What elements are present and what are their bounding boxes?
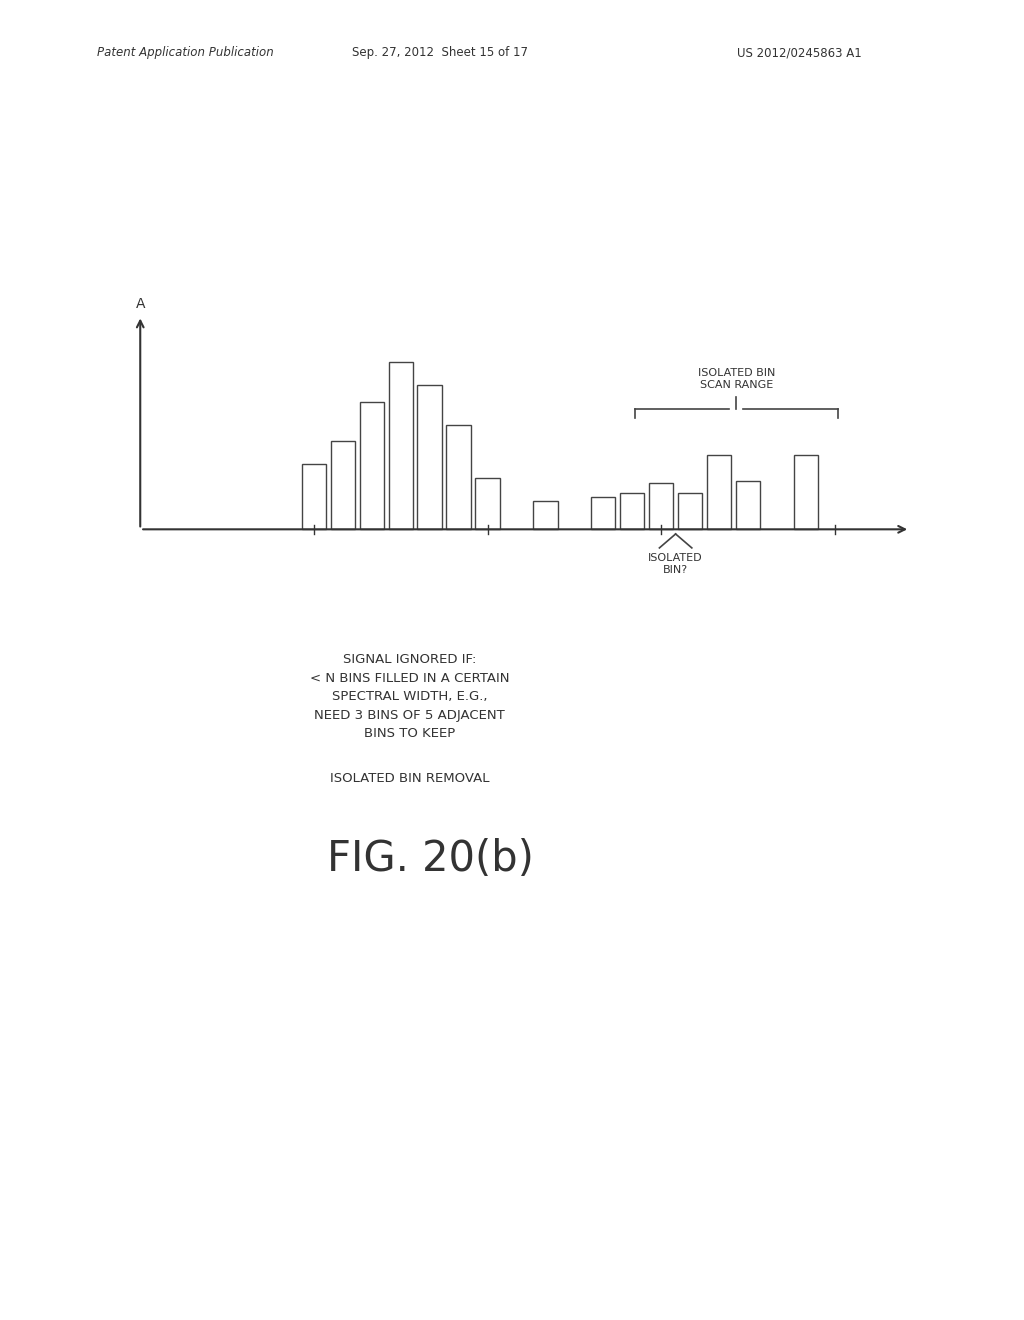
Bar: [649, 483, 674, 529]
Text: ISOLATED BIN
SCAN RANGE: ISOLATED BIN SCAN RANGE: [697, 367, 775, 389]
Text: Sep. 27, 2012  Sheet 15 of 17: Sep. 27, 2012 Sheet 15 of 17: [352, 46, 528, 59]
Bar: [707, 455, 731, 529]
Bar: [388, 362, 413, 529]
Bar: [736, 480, 760, 529]
Bar: [475, 478, 500, 529]
Text: US 2012/0245863 A1: US 2012/0245863 A1: [737, 46, 862, 59]
Text: FIG. 20(b): FIG. 20(b): [327, 838, 534, 880]
Bar: [331, 441, 355, 529]
Bar: [302, 465, 326, 529]
Bar: [359, 401, 384, 529]
Text: ISOLATED
BIN?: ISOLATED BIN?: [648, 553, 702, 576]
Text: SIGNAL IGNORED IF:
< N BINS FILLED IN A CERTAIN
SPECTRAL WIDTH, E.G.,
NEED 3 BIN: SIGNAL IGNORED IF: < N BINS FILLED IN A …: [310, 653, 509, 741]
Text: ISOLATED BIN REMOVAL: ISOLATED BIN REMOVAL: [330, 772, 489, 785]
Bar: [446, 425, 471, 529]
Bar: [418, 385, 441, 529]
Bar: [794, 455, 818, 529]
Text: A: A: [135, 297, 145, 312]
Bar: [534, 502, 557, 529]
Bar: [591, 496, 615, 529]
Text: Patent Application Publication: Patent Application Publication: [97, 46, 274, 59]
Bar: [678, 494, 702, 529]
Bar: [621, 494, 644, 529]
